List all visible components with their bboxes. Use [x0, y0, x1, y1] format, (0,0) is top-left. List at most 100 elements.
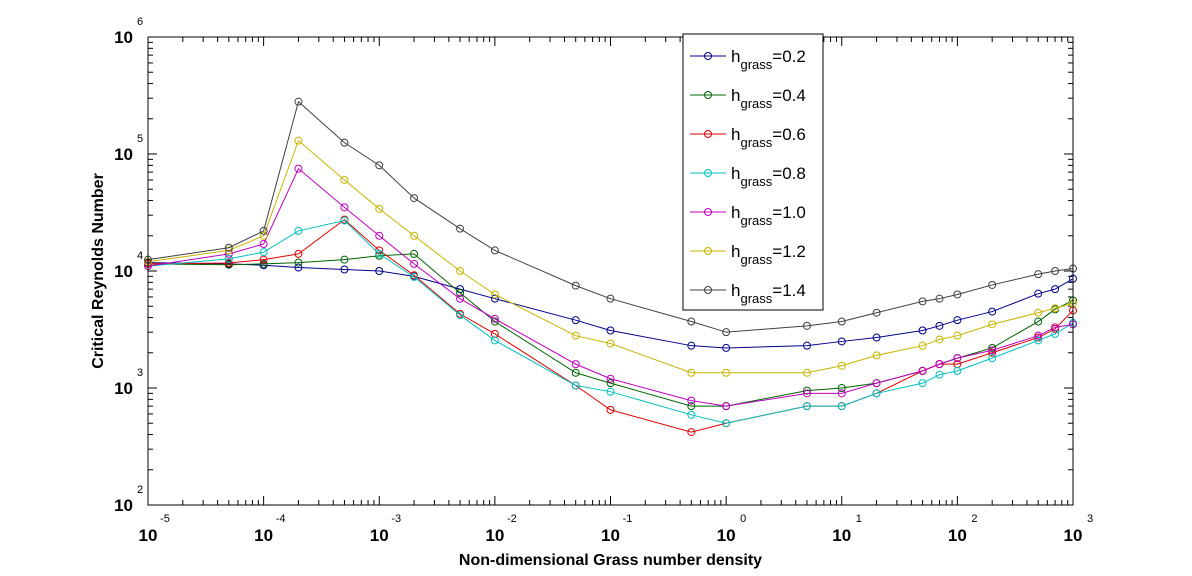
data-point [918, 341, 927, 350]
series-layer [144, 97, 1077, 437]
series-line [147, 167, 1074, 407]
legend-label: hgrass=0.2 [731, 47, 806, 72]
x-tick-exponent: -1 [623, 513, 633, 525]
data-point [988, 343, 997, 352]
x-axis-label: Non-dimensional Grass number density [459, 552, 762, 569]
x-tick-label: 10 [601, 526, 620, 545]
data-point [294, 136, 303, 145]
data-point [340, 216, 349, 225]
data-point [606, 405, 615, 414]
series-7 [144, 97, 1077, 337]
data-point [1051, 304, 1060, 313]
data-point [837, 317, 846, 326]
legend-marker [704, 247, 712, 255]
data-point [918, 379, 927, 388]
data-point [953, 354, 962, 363]
x-tick-label: 10 [1064, 526, 1083, 545]
data-point [294, 164, 303, 173]
x-tick-label: 10 [485, 526, 504, 545]
data-point [1034, 289, 1043, 298]
legend-marker [704, 169, 712, 177]
data-point [606, 326, 615, 335]
data-point [490, 246, 499, 255]
data-point [375, 204, 384, 213]
data-point [837, 361, 846, 370]
y-tick-label: 10 [114, 379, 133, 398]
data-point [410, 231, 419, 240]
data-point [802, 368, 811, 377]
series-line [147, 100, 1074, 333]
x-tick-exponent: -5 [160, 513, 170, 525]
data-point [837, 402, 846, 411]
data-point [340, 255, 349, 264]
data-point [340, 175, 349, 184]
legend-item: hgrass=0.8 [690, 164, 806, 189]
data-point [1034, 308, 1043, 317]
legend-item: hgrass=1.0 [690, 203, 806, 228]
series-6 [144, 136, 1077, 377]
data-point [953, 331, 962, 340]
data-point [687, 410, 696, 419]
x-tick-exponent: 0 [740, 513, 746, 525]
data-point [410, 259, 419, 268]
data-point [456, 294, 465, 303]
data-point [988, 354, 997, 363]
data-point [606, 379, 615, 388]
x-tick-label: 10 [370, 526, 389, 545]
x-tick-exponent: -2 [507, 513, 517, 525]
data-point [571, 368, 580, 377]
data-point [872, 351, 881, 360]
data-point [456, 288, 465, 297]
data-point [722, 368, 731, 377]
data-point [571, 281, 580, 290]
data-point [687, 402, 696, 411]
data-point [935, 360, 944, 369]
legend-item: hgrass=1.2 [690, 242, 806, 267]
legend-marker [704, 52, 712, 60]
data-point [259, 248, 268, 257]
y-tick-labels: 10 2 10 3 10 4 10 5 10 6 [114, 16, 143, 515]
data-point [294, 226, 303, 235]
data-point [988, 346, 997, 355]
data-point [571, 381, 580, 390]
data-point [224, 254, 233, 263]
data-point [935, 370, 944, 379]
y-tick-exponent: 2 [137, 484, 143, 496]
legend-marker [704, 286, 712, 294]
data-point [1034, 270, 1043, 279]
data-point [802, 341, 811, 350]
x-tick-exponent: 3 [1087, 513, 1093, 525]
data-point [410, 249, 419, 258]
data-point [340, 265, 349, 274]
data-point [410, 194, 419, 203]
y-tick-exponent: 6 [137, 16, 143, 28]
data-point [988, 320, 997, 329]
data-point [259, 240, 268, 249]
data-point [722, 328, 731, 337]
data-point [988, 280, 997, 289]
data-point [606, 339, 615, 348]
data-point [953, 316, 962, 325]
data-point [224, 246, 233, 255]
legend-item: hgrass=0.2 [690, 47, 806, 72]
data-point [375, 161, 384, 170]
data-point [935, 321, 944, 330]
data-point [837, 384, 846, 392]
data-point [1051, 267, 1060, 275]
data-point [687, 368, 696, 377]
y-tick-exponent: 3 [137, 367, 143, 379]
data-point [606, 374, 615, 383]
data-point [802, 402, 811, 411]
data-point [490, 317, 499, 326]
legend-label: hgrass=1.4 [731, 281, 806, 306]
legend-marker [704, 130, 712, 138]
data-point [375, 267, 384, 275]
legend-label: hgrass=0.4 [731, 86, 806, 111]
series-line [147, 139, 1074, 374]
data-point [687, 341, 696, 350]
data-point [259, 259, 268, 268]
data-point [456, 311, 465, 320]
